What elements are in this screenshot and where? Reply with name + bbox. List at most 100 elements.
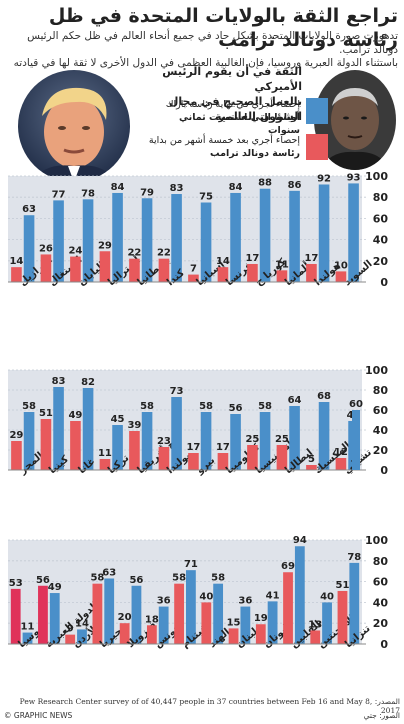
chart-2-bar-trump [119, 623, 130, 644]
chart-2-bar-trump [255, 624, 266, 644]
chart-2-bar-obama [240, 606, 251, 644]
chart-2-bar-obama [77, 629, 87, 644]
chart-2-value-obama: 40 [320, 591, 334, 602]
chart-2-bar-trump [146, 625, 157, 644]
chart-1-bar-obama [200, 412, 212, 470]
chart-2-value-trump: 69 [281, 561, 295, 572]
chart-2-value-trump: 53 [9, 578, 23, 589]
chart-2-value-trump: 18 [145, 614, 159, 625]
chart-2-value-obama: 71 [184, 559, 198, 570]
source-label: المصدر: [374, 697, 400, 706]
chart-1-tick-label: 80 [373, 384, 389, 397]
chart-0-value-trump: 22 [127, 248, 141, 259]
chart-1-bar-obama [141, 412, 153, 470]
chart-1-bar-trump [247, 445, 258, 470]
chart-2-tick-label: 40 [373, 596, 389, 609]
chart-0-value-trump: 14 [9, 256, 23, 267]
chart-2-value-trump: 15 [227, 617, 241, 628]
chart-0-tick-label: 40 [373, 234, 389, 247]
chart-0-value-obama: 75 [199, 192, 213, 203]
chart-2-bar-obama [131, 585, 142, 644]
chart-1-bar-obama [259, 412, 271, 470]
chart-1-tick-label: 0 [380, 464, 388, 477]
chart-1-bar-obama [289, 406, 300, 470]
chart-1-value-obama: 82 [81, 377, 95, 388]
chart-1-bar-trump [276, 445, 288, 470]
chart-1-bar-trump [306, 465, 317, 470]
chart-2-tick-label: 80 [373, 555, 389, 568]
chart-0-bar-obama [230, 192, 241, 282]
chart-0-value-obama: 78 [81, 188, 95, 199]
chart-2-bar-trump [174, 583, 184, 644]
chart-2-bar-obama [22, 632, 33, 644]
chart-1-value-trump: 25 [245, 434, 259, 445]
footer-credit: © GRAPHIC NEWS [4, 711, 73, 720]
chart-0-background [8, 176, 362, 282]
chart-0-bar-trump [70, 256, 81, 282]
chart-1-value-obama: 68 [317, 391, 331, 402]
chart-0-value-obama: 88 [258, 178, 272, 189]
chart-2-bar-trump [92, 583, 103, 644]
chart-0-tick-label: 60 [373, 212, 389, 225]
chart-2-value-obama: 78 [347, 552, 361, 563]
chart-question: الثقة في أن يقوم الرئيس الأميركي بالعمل … [150, 64, 302, 124]
subtitle-line-2: باستثناء الدولة العبرية وروسيا، فإن الغا… [13, 57, 398, 69]
legend-trump-swatch [306, 134, 328, 160]
chart-0-bar-obama [23, 215, 35, 282]
chart-1-value-obama: 64 [288, 395, 302, 406]
chart-0-bar-obama [289, 190, 300, 282]
chart-1-bar-trump [217, 453, 229, 470]
chart-1-tick-label: 60 [373, 404, 389, 417]
chart-1-value-trump: 49 [68, 410, 82, 421]
chart-1-tick-label: 100 [365, 364, 388, 377]
chart-2-bar-obama [349, 562, 360, 644]
page-subtitle: تدهورت صورة الولايات المتحدة بشكل حاد في… [6, 30, 398, 71]
chart-2-bar-trump [65, 634, 76, 644]
chart-0-value-trump: 7 [190, 264, 197, 275]
chart-1-bar-obama [230, 414, 241, 470]
chart-2-value-obama: 41 [266, 590, 280, 601]
chart-0-value-obama: 84 [111, 182, 125, 193]
chart-2-tick-label: 0 [380, 638, 388, 651]
chart-0-value-trump: 17 [245, 253, 259, 264]
chart-2-value-trump: 19 [254, 613, 268, 624]
chart-0-tick-label: 100 [365, 170, 388, 183]
chart-0-bar-trump [276, 270, 288, 282]
chart-0-bar-obama [200, 202, 212, 282]
chart-0-value-trump: 11 [275, 259, 289, 270]
chart-0-bar-trump [99, 251, 111, 282]
chart-0-value-obama: 86 [288, 180, 302, 191]
chart-1-value-obama: 73 [170, 386, 184, 397]
chart-0-tick-label: 0 [380, 276, 388, 289]
chart-0-bar-trump [158, 258, 170, 282]
chart-2-value-obama: 36 [238, 596, 252, 607]
chart-0-bar-trump [11, 267, 22, 282]
chart-1-background [8, 370, 362, 470]
chart-1-value-obama: 58 [22, 401, 36, 412]
source-text: Pew Research Center survey of of 40,447 … [19, 697, 400, 715]
chart-0-value-obama: 79 [140, 187, 154, 198]
legend-obama-line-2: أوباما التي استمرت ثماني سنوات [179, 112, 300, 136]
chart-0-value-obama: 92 [317, 173, 331, 184]
chart-1-bar-trump [70, 421, 81, 470]
chart-1-bar-trump [335, 458, 347, 470]
chart-0-tick-label: 80 [373, 191, 389, 204]
chart-1-value-trump: 23 [157, 436, 171, 447]
chart-2-bar-obama [186, 570, 196, 644]
chart-0-value-obama: 93 [347, 172, 361, 183]
chart-2-value-trump: 58 [172, 573, 186, 584]
chart-1-value-trump: 25 [275, 434, 289, 445]
chart-0-value-trump: 17 [304, 253, 318, 264]
chart-1-bar-extra [352, 410, 360, 470]
chart-2-value-trump: 13 [308, 619, 322, 630]
question-line-2: بالعمل الصحيح في مجال الشؤون العالمية [168, 95, 302, 123]
chart-1-bar-obama [23, 412, 35, 470]
chart-1-bar-obama [318, 402, 330, 470]
chart-0-bar-trump [129, 258, 140, 282]
chart-1-tick-label: 40 [373, 424, 389, 437]
chart-2-tick-label: 20 [373, 617, 389, 630]
subtitle-line-1: تدهورت صورة الولايات المتحدة بشكل حاد في… [27, 30, 398, 56]
chart-0-bar-obama [318, 184, 330, 282]
question-line-1: الثقة في أن يقوم الرئيس الأميركي [162, 65, 302, 93]
chart-1-value-trump: 12 [334, 447, 348, 458]
